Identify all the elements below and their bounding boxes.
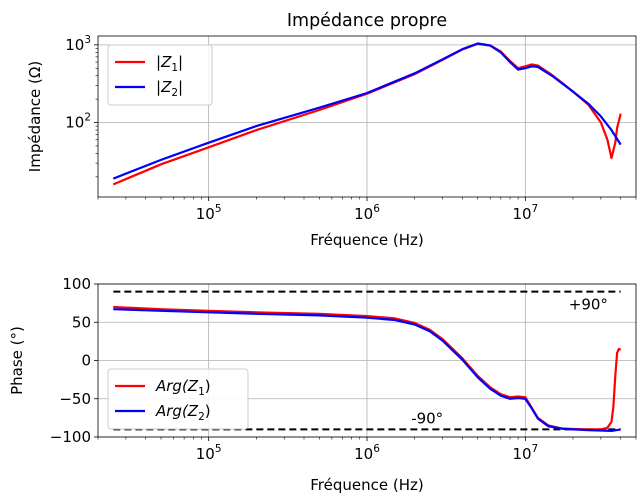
y-tick-label: 50 [72, 313, 91, 331]
y-axis-label: Impédance (Ω) [26, 61, 44, 172]
legend-box [107, 368, 249, 430]
x-tick-label: 105 [196, 443, 222, 463]
x-tick-label: 107 [512, 203, 538, 223]
y-axis-label: Phase (°) [8, 326, 26, 395]
phase-plot: 105 106 107 100 50 0 −50 −100 +90° -90° Fréquence … [8, 275, 637, 494]
series-line [112, 42, 622, 180]
x-axis-label: Fréquence (Hz) [310, 476, 423, 494]
legend-label: |Z1| [156, 53, 183, 74]
legend-box [107, 44, 213, 106]
x-tick-label: 105 [196, 203, 222, 223]
y-tick-label: 102 [65, 112, 91, 132]
series-line [113, 308, 621, 432]
series-line [113, 305, 622, 431]
y-tick-label: −100 [50, 428, 91, 446]
axes-frame [97, 283, 637, 438]
impedance-plot: 105 106 107 102 103 Fréquence (Hz) Impédance (… [26, 11, 637, 249]
chart-title: Impédance propre [287, 11, 447, 31]
axes-frame [97, 35, 637, 198]
x-tick-label: 107 [512, 443, 538, 463]
legend-label: Arg(Z1) [155, 377, 211, 398]
x-tick-label: 106 [354, 203, 380, 223]
y-tick-label: 103 [65, 34, 91, 54]
x-tick-label: 106 [354, 443, 380, 463]
y-tick-label: 0 [81, 352, 91, 370]
y-tick-label: 100 [62, 275, 91, 293]
annotation-label: +90° [569, 296, 608, 314]
y-tick-label: −50 [59, 390, 91, 408]
annotation-label: -90° [411, 410, 443, 428]
x-axis-label: Fréquence (Hz) [310, 231, 423, 249]
legend-label: Arg(Z2) [155, 402, 211, 423]
legend-label: |Z2| [156, 78, 183, 99]
